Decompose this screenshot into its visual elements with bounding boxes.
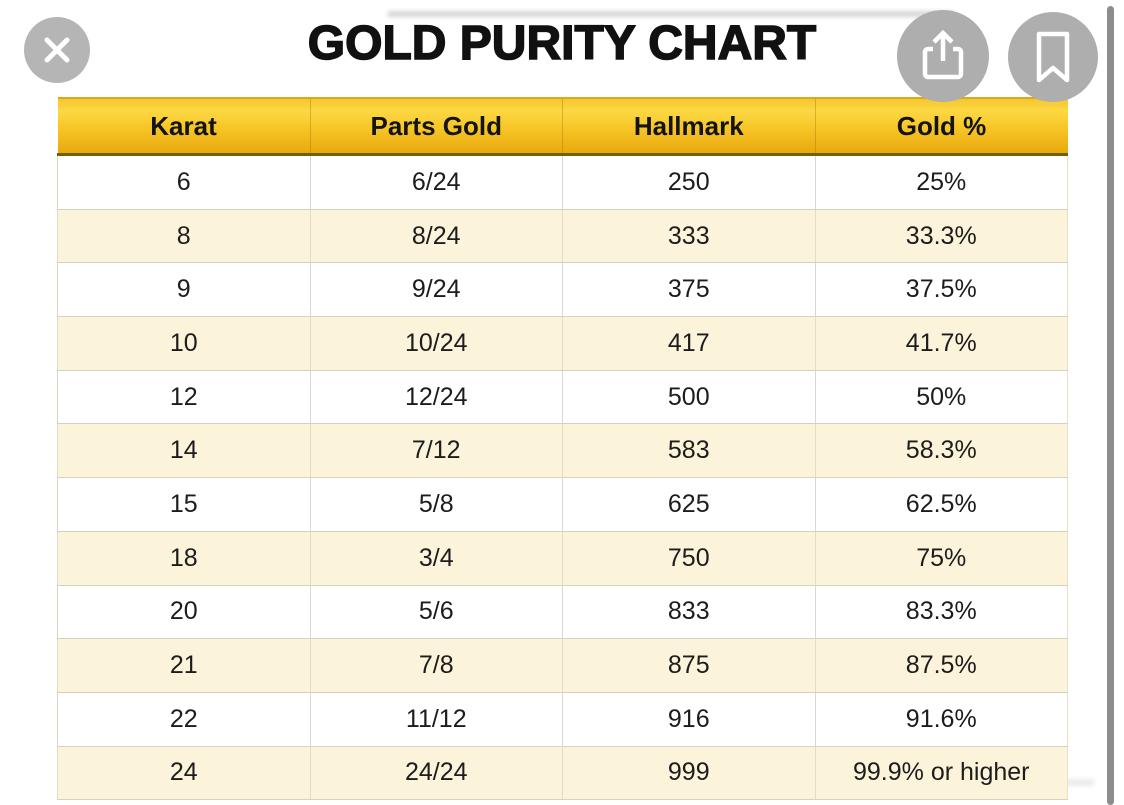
table-cell: 7/8 (309, 638, 563, 693)
share-button[interactable] (897, 10, 989, 102)
table-cell: 12 (57, 370, 310, 425)
table-row: 20 5/6 833 83.3% (57, 585, 1068, 640)
table-cell: 58.3% (814, 423, 1068, 479)
table-cell: 14 (57, 423, 310, 479)
table-cell: 500 (562, 370, 815, 425)
table-cell: 37.5% (814, 262, 1068, 318)
table-row: 21 7/8 875 87.5% (57, 638, 1068, 693)
table-cell: 6 (57, 154, 310, 210)
table-cell: 9 (57, 262, 310, 318)
table-cell: 33.3% (814, 209, 1068, 264)
table-cell: 20 (57, 585, 310, 640)
scrollbar[interactable] (1107, 6, 1114, 805)
table-cell: 62.5% (814, 477, 1068, 532)
table-cell: 75% (814, 531, 1068, 586)
table-row: 22 11/12 916 91.6% (57, 692, 1068, 747)
table-body: 6 6/24 250 25% 8 8/24 333 33.3% 9 9/24 375 37.5% 10 1… (57, 154, 1068, 801)
bookmark-icon (1033, 30, 1073, 84)
top-crop-artifact (388, 11, 954, 17)
table-row: 9 9/24 375 37.5% (57, 262, 1068, 318)
table-cell: 6/24 (309, 154, 563, 210)
table-cell: 375 (562, 262, 815, 318)
table-cell: 10/24 (309, 316, 563, 371)
table-cell: 15 (57, 477, 310, 532)
table-row: 14 7/12 583 58.3% (57, 423, 1068, 479)
column-header-hallmark: Hallmark (562, 97, 815, 156)
table-cell: 5/8 (309, 477, 563, 532)
table-cell: 9/24 (309, 262, 563, 318)
table-row: 24 24/24 999 99.9% or higher (57, 746, 1068, 801)
table-cell: 83.3% (814, 585, 1068, 640)
table-cell: 333 (562, 209, 815, 264)
table-cell: 99.9% or higher (814, 746, 1068, 801)
table-cell: 999 (562, 746, 815, 801)
column-header-karat: Karat (57, 97, 310, 156)
table-cell: 10 (57, 316, 310, 371)
table-cell: 417 (562, 316, 815, 371)
table-cell: 22 (57, 692, 310, 747)
table-cell: 24/24 (309, 746, 563, 801)
table-cell: 8 (57, 209, 310, 264)
table-row: 12 12/24 500 50% (57, 370, 1068, 425)
gold-purity-table: Karat Parts Gold Hallmark Gold % 6 6/24 25… (57, 97, 1068, 801)
table-cell: 21 (57, 638, 310, 693)
table-cell: 87.5% (814, 638, 1068, 693)
table-row: 8 8/24 333 33.3% (57, 209, 1068, 264)
table-cell: 50% (814, 370, 1068, 425)
table-row: 6 6/24 250 25% (57, 154, 1068, 210)
table-row: 15 5/8 625 62.5% (57, 477, 1068, 532)
table-cell: 91.6% (814, 692, 1068, 747)
share-icon (918, 29, 968, 83)
table-cell: 875 (562, 638, 815, 693)
table-cell: 750 (562, 531, 815, 586)
table-row: 10 10/24 417 41.7% (57, 316, 1068, 371)
table-cell: 583 (562, 423, 815, 479)
table-cell: 250 (562, 154, 815, 210)
table-cell: 916 (562, 692, 815, 747)
table-cell: 833 (562, 585, 815, 640)
table-cell: 41.7% (814, 316, 1068, 371)
table-header-row: Karat Parts Gold Hallmark Gold % (57, 97, 1068, 156)
table-cell: 25% (814, 154, 1068, 210)
table-cell: 7/12 (309, 423, 563, 479)
table-cell: 24 (57, 746, 310, 801)
table-cell: 18 (57, 531, 310, 586)
table-row: 18 3/4 750 75% (57, 531, 1068, 586)
table-cell: 11/12 (309, 692, 563, 747)
page-title: GOLD PURITY CHART (307, 16, 817, 71)
close-button[interactable] (24, 17, 90, 83)
table-cell: 8/24 (309, 209, 563, 264)
table-cell: 12/24 (309, 370, 563, 425)
column-header-gold-pct: Gold % (814, 97, 1068, 156)
bookmark-button[interactable] (1008, 12, 1098, 102)
table-cell: 5/6 (309, 585, 563, 640)
table-cell: 625 (562, 477, 815, 532)
close-icon (40, 33, 74, 67)
table-cell: 3/4 (309, 531, 563, 586)
column-header-parts-gold: Parts Gold (309, 97, 563, 156)
